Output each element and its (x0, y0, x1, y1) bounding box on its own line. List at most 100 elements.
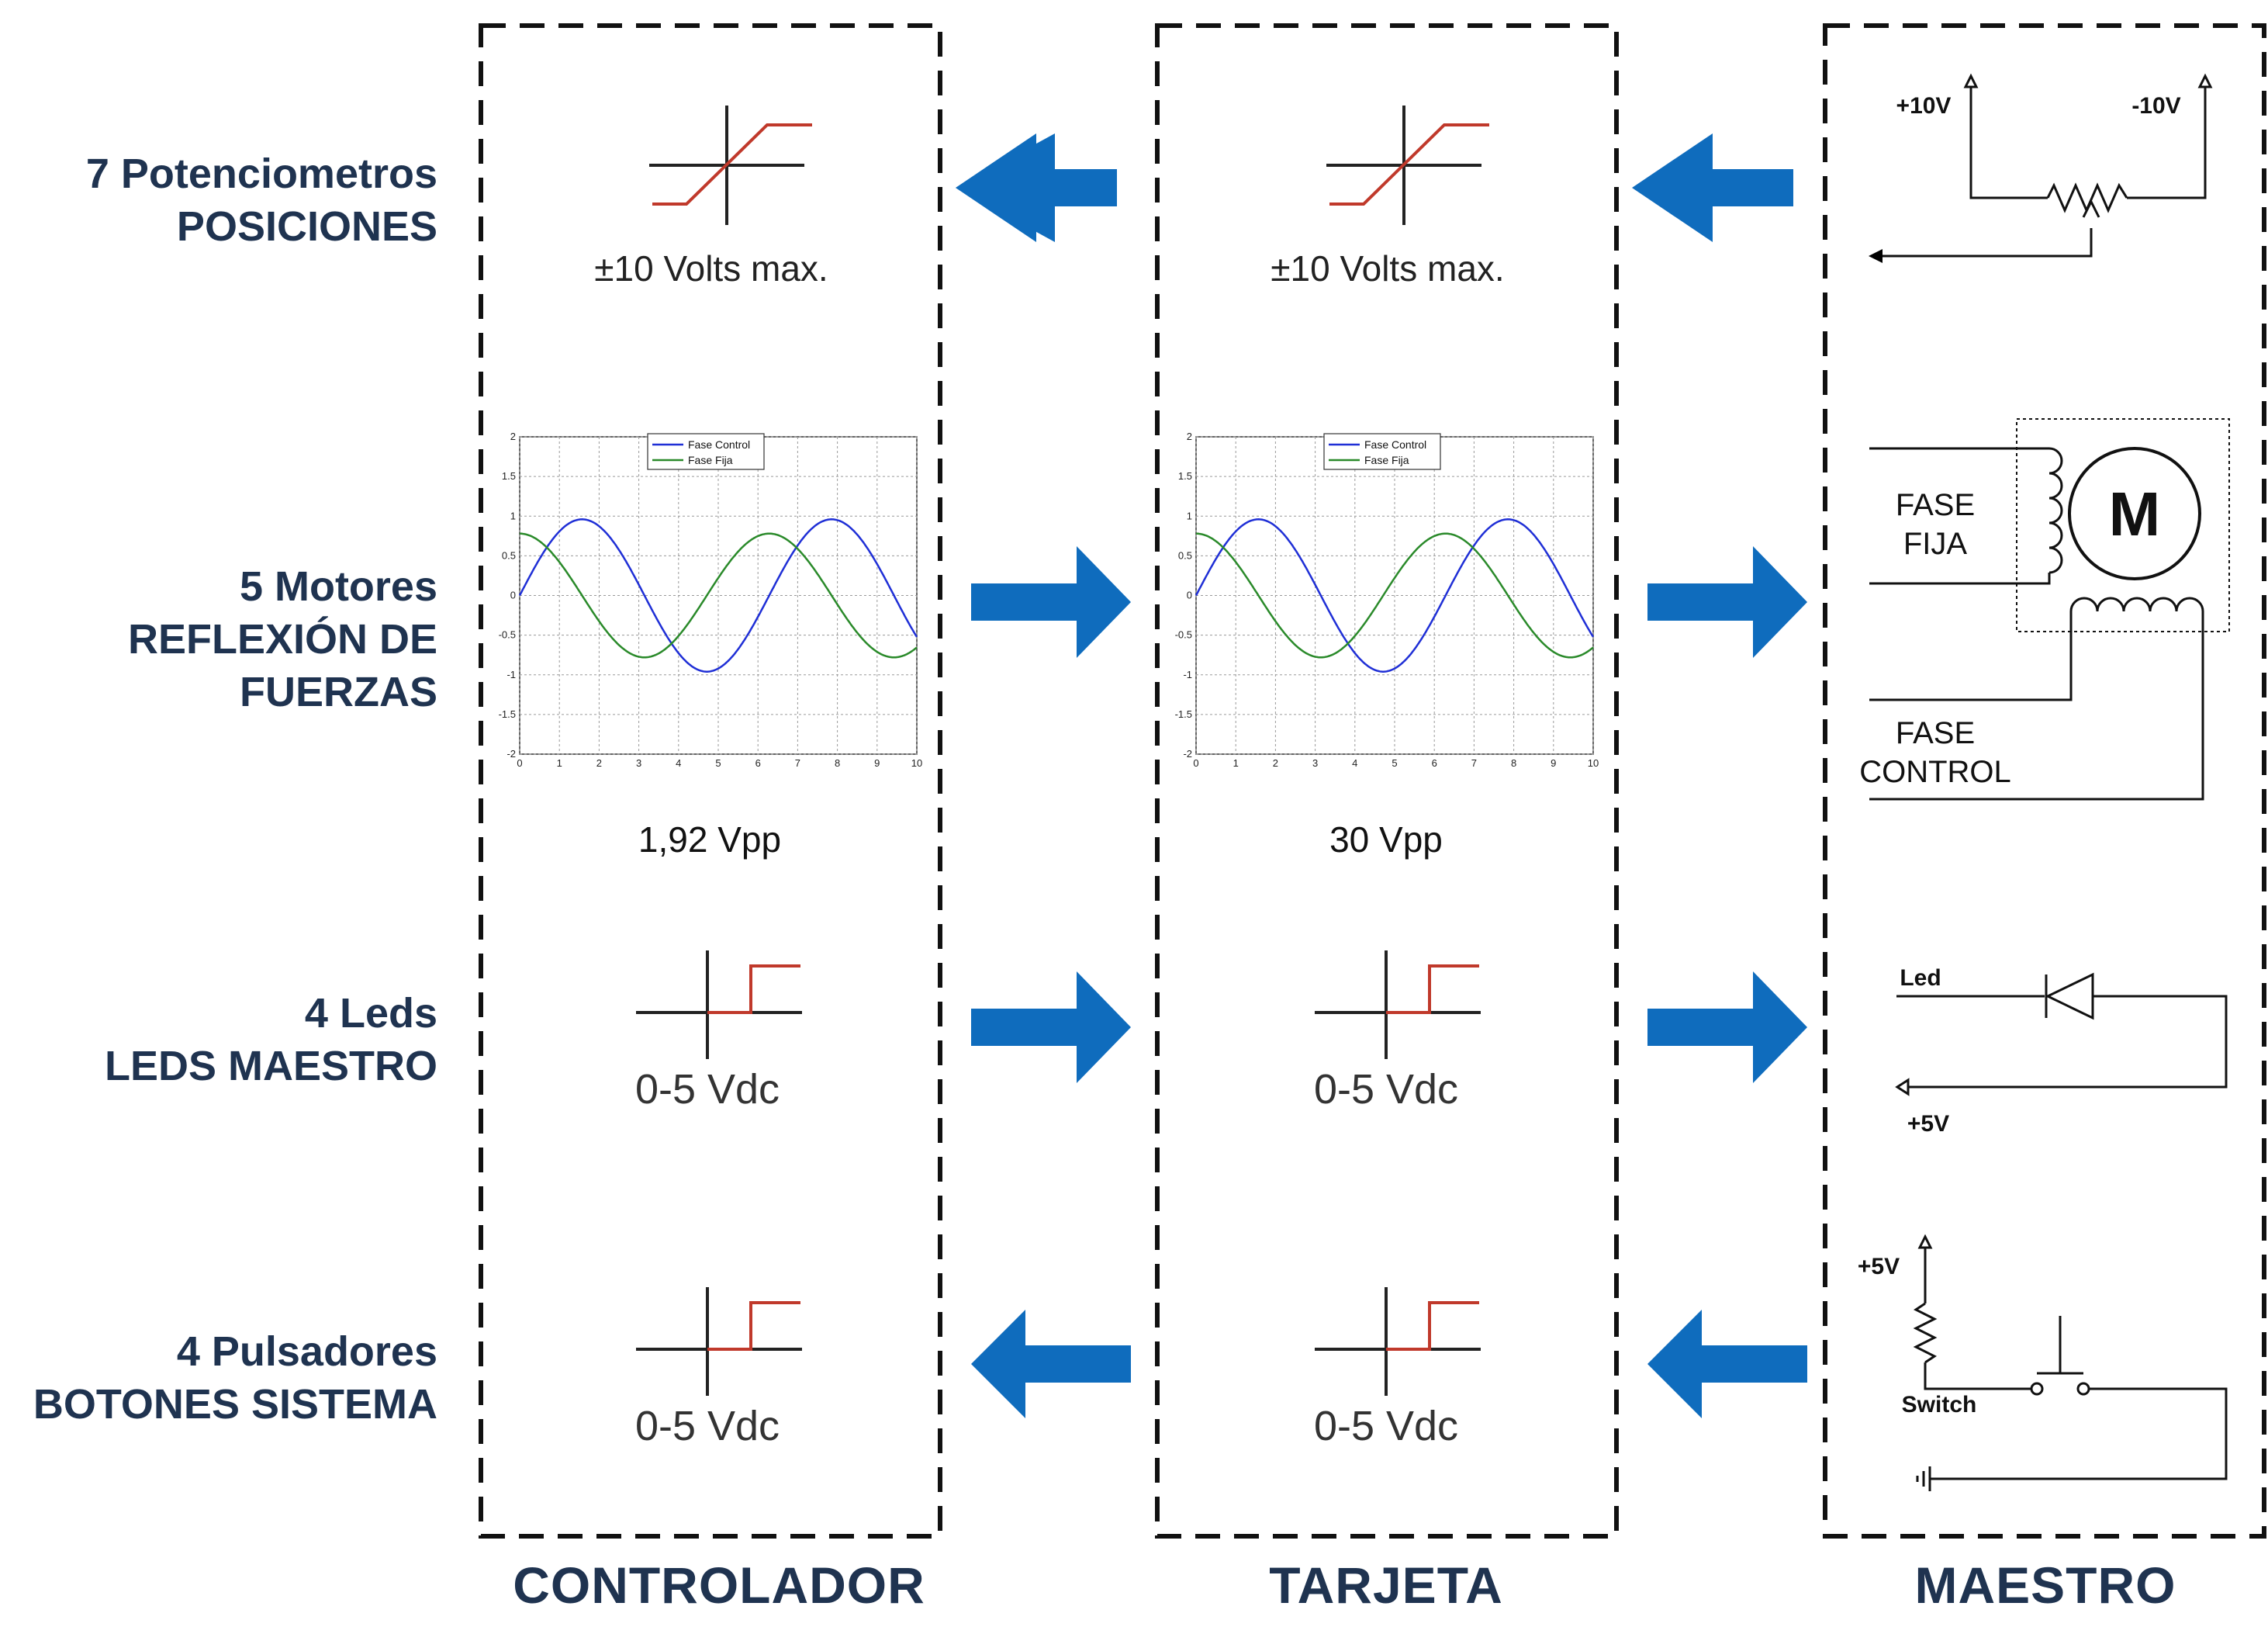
ground-icon (1916, 1466, 1931, 1491)
y-tick-label: 0.5 (1178, 549, 1192, 561)
column-label-tarjeta: TARJETA (1269, 1556, 1503, 1614)
arrow-left-icon (971, 1310, 1131, 1418)
y-tick-label: -2 (1183, 748, 1192, 760)
x-tick-label: 6 (1432, 757, 1437, 769)
x-tick-label: 0 (1193, 757, 1198, 769)
switch-contact (2076, 1382, 2090, 1396)
saturation-curve-icon (1326, 106, 1489, 225)
potentiometer-schematic (1869, 73, 2213, 263)
x-tick-label: 4 (1352, 757, 1357, 769)
y-tick-label: 0 (510, 590, 516, 601)
x-tick-label: 10 (911, 757, 922, 769)
motor-housing (2016, 418, 2230, 632)
x-tick-label: 6 (755, 757, 761, 769)
x-tick-label: 7 (1471, 757, 1477, 769)
y-tick-label: -0.5 (1175, 629, 1192, 641)
x-tick-label: 8 (1511, 757, 1516, 769)
vpp-label-controlador: 1,92 Vpp (638, 819, 781, 860)
arrow-right-icon (1647, 546, 1807, 658)
y-tick-label: 0.5 (502, 549, 516, 561)
step-signal-icon (1315, 950, 1481, 1059)
x-tick-label: 3 (1312, 757, 1318, 769)
series-line-fase-fija (1195, 532, 1594, 659)
supply-arrow-icon (1963, 73, 1979, 88)
step-signal-icon (1315, 1287, 1481, 1396)
coil-icon (2048, 447, 2063, 574)
row-title: 5 Motores (239, 563, 437, 610)
x-tick-label: 2 (1273, 757, 1278, 769)
supply-arrow-icon (1917, 1234, 1933, 1249)
y-tick-label: 2 (510, 431, 516, 442)
x-tick-label: 9 (1551, 757, 1556, 769)
x-tick-label: 1 (557, 757, 562, 769)
arrow-right-icon (1647, 971, 1807, 1083)
switch-contact (2030, 1382, 2044, 1396)
step-signal-icon (636, 950, 802, 1059)
x-tick-label: 10 (1588, 757, 1599, 769)
supply-arrow-icon (2197, 73, 2213, 88)
row-subtitle: LEDS MAESTRO (104, 1043, 437, 1089)
maestro-box (1823, 23, 2266, 1539)
arrow-left-icon (1632, 133, 1793, 242)
x-tick-label: 5 (715, 757, 721, 769)
x-tick-label: 4 (676, 757, 681, 769)
row-title: 7 Potenciometros (85, 151, 437, 197)
row-label-pulsadores: 4 Pulsadores BOTONES SISTEMA (33, 1325, 437, 1431)
digital-range-label: 0-5 Vdc (635, 1403, 780, 1449)
y-tick-label: -1.5 (499, 708, 516, 720)
arrow-right-icon (971, 546, 1131, 658)
arrow-left-icon (956, 133, 1117, 242)
y-tick-label: 2 (1187, 431, 1192, 442)
y-tick-label: -1 (506, 669, 516, 680)
y-tick-label: -0.5 (499, 629, 516, 641)
row-subtitle: FUERZAS (240, 669, 437, 715)
y-tick-label: 1 (510, 510, 516, 521)
legend-box (647, 433, 765, 470)
series-line-fase-fija (519, 532, 918, 659)
supply-arrow-icon (1895, 1078, 1910, 1096)
row-label-leds: 4 Leds LEDS MAESTRO (105, 987, 437, 1092)
fase-fija-label: FASE (1896, 488, 1975, 522)
row-subtitle: REFLEXIÓN DE (127, 616, 437, 663)
switch-supply-label: +5V (1858, 1254, 1900, 1279)
legend-label: Fase Control (1364, 438, 1426, 451)
led-label: Led (1900, 965, 1941, 991)
legend-label: Fase Fija (1364, 454, 1409, 466)
tarjeta-box (1155, 23, 1619, 1539)
y-tick-label: -1 (1183, 669, 1192, 680)
x-tick-label: 5 (1392, 757, 1397, 769)
step-signal-icon (636, 1287, 802, 1396)
column-label-maestro: MAESTRO (1914, 1556, 2176, 1614)
switch-label: Switch (1902, 1392, 1977, 1418)
coil-icon (2069, 597, 2204, 612)
series-line-fase-control (518, 518, 918, 673)
pot-range-label: ±10 Volts max. (1271, 248, 1504, 289)
series-line-fase-control (1195, 518, 1595, 673)
column-label-controlador: CONTROLADOR (513, 1556, 925, 1614)
led-schematic (1895, 972, 2228, 1096)
legend-label: Fase Fija (688, 454, 733, 466)
resistor-icon (2046, 182, 2128, 213)
fase-control-label: FASE (1896, 716, 1975, 750)
y-tick-label: -1.5 (1175, 708, 1192, 720)
saturation-curve-icon (649, 106, 812, 225)
row-label-potenciometros: 7 Potenciometros POSICIONES (86, 147, 437, 253)
digital-range-label: 0-5 Vdc (1314, 1403, 1458, 1449)
pot-range-label: ±10 Volts max. (594, 248, 828, 289)
digital-range-label: 0-5 Vdc (635, 1066, 780, 1113)
sine-chart-tarjeta: 0 1 2 3 4 5 6 7 8 9 10 2 1.5 1 0.5 0 -0.5 -1 -1.5 -2 Fase Co… (1175, 431, 1599, 769)
arrow-left-icon (1647, 1310, 1807, 1418)
y-tick-label: 1.5 (502, 470, 516, 482)
row-subtitle: BOTONES SISTEMA (33, 1381, 437, 1428)
motor-icon (2068, 447, 2201, 580)
sine-chart-controlador: 0 1 2 3 4 5 6 7 8 9 10 2 1.5 1 0.5 0 -0.5 -1 -1.5 -2 Fase Co… (499, 431, 923, 769)
switch-schematic (1913, 1234, 2228, 1491)
legend-box (1323, 433, 1441, 470)
x-tick-label: 9 (874, 757, 880, 769)
fase-control-label: CONTROL (1859, 755, 2011, 789)
controlador-box (479, 23, 942, 1539)
motor-schematic (1869, 418, 2230, 801)
y-tick-label: -2 (506, 748, 516, 760)
legend-label: Fase Control (688, 438, 750, 451)
